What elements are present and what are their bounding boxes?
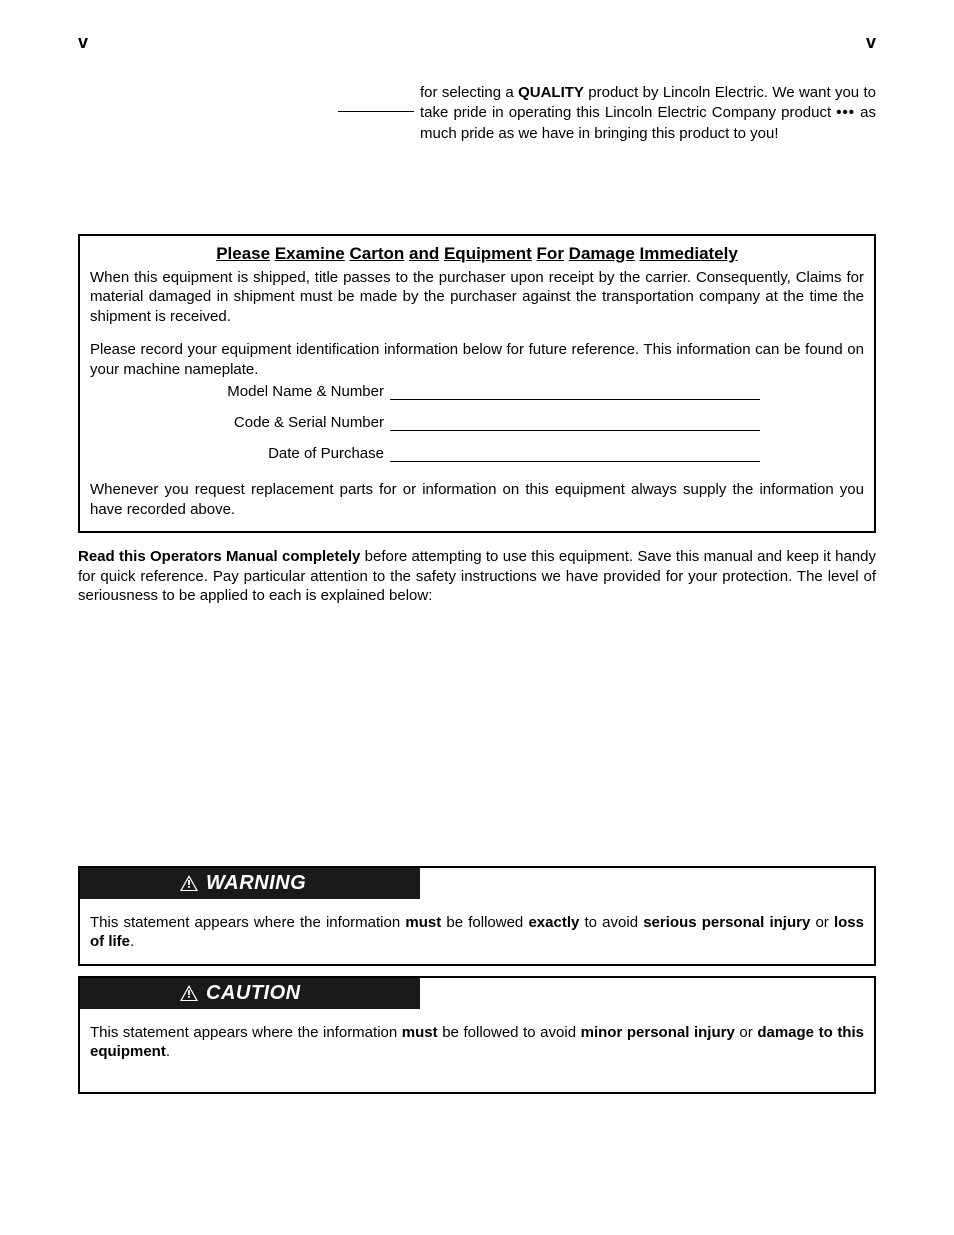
examine-box: Please Examine Carton and Equipment For … bbox=[78, 234, 876, 534]
caution-b: minor personal injury bbox=[581, 1024, 735, 1041]
warning-label: WARNING bbox=[206, 872, 306, 895]
warning-t: be followed bbox=[441, 914, 528, 931]
field-label-model: Model Name & Number bbox=[90, 383, 390, 400]
examine-p2: Please record your equipment identificat… bbox=[90, 340, 864, 379]
page-marker-left: v bbox=[78, 32, 88, 53]
caution-text: This statement appears where the informa… bbox=[90, 1023, 864, 1062]
examine-title-word: and bbox=[409, 244, 439, 263]
intro-block: for selecting a QUALITY product by Linco… bbox=[338, 83, 876, 144]
page-marker-right: v bbox=[866, 32, 876, 53]
read-bold: Read this Operators Manual completely bbox=[78, 548, 360, 565]
field-row-code: Code & Serial Number bbox=[90, 414, 864, 431]
examine-footer: Whenever you request replacement parts f… bbox=[90, 480, 864, 519]
caution-t: . bbox=[166, 1043, 170, 1060]
warning-b: serious personal injury bbox=[643, 914, 810, 931]
read-paragraph: Read this Operators Manual completely be… bbox=[78, 547, 876, 606]
field-row-model: Model Name & Number bbox=[90, 383, 864, 400]
examine-title-word: Carton bbox=[349, 244, 404, 263]
page-header: v v bbox=[78, 32, 876, 53]
examine-title-word: For bbox=[537, 244, 564, 263]
examine-title-word: Damage bbox=[569, 244, 635, 263]
field-label-date: Date of Purchase bbox=[90, 445, 390, 462]
examine-title-word: Equipment bbox=[444, 244, 532, 263]
warning-banner: WARNING bbox=[80, 868, 420, 899]
examine-title-word: Please bbox=[216, 244, 270, 263]
warning-box: WARNING This statement appears where the… bbox=[78, 866, 876, 966]
warning-t: This statement appears where the informa… bbox=[90, 914, 405, 931]
warning-triangle-icon bbox=[180, 875, 198, 891]
examine-title-word: Immediately bbox=[640, 244, 738, 263]
caution-banner: CAUTION bbox=[80, 978, 420, 1009]
examine-title-word: Examine bbox=[275, 244, 345, 263]
warning-t: or bbox=[810, 914, 834, 931]
intro-quality: QUALITY bbox=[518, 84, 584, 101]
caution-t: be followed to avoid bbox=[438, 1024, 581, 1041]
caution-t: This statement appears where the informa… bbox=[90, 1024, 402, 1041]
intro-pre: for selecting a bbox=[420, 84, 518, 101]
warning-t: . bbox=[130, 933, 134, 950]
caution-b: must bbox=[402, 1024, 438, 1041]
warning-t: to avoid bbox=[579, 914, 643, 931]
field-row-date: Date of Purchase bbox=[90, 445, 864, 462]
intro-dots: ••• bbox=[836, 104, 855, 121]
field-label-code: Code & Serial Number bbox=[90, 414, 390, 431]
caution-triangle-icon bbox=[180, 985, 198, 1001]
intro-rule bbox=[338, 111, 414, 112]
caution-t: or bbox=[735, 1024, 758, 1041]
warning-text: This statement appears where the informa… bbox=[90, 913, 864, 952]
field-line-code[interactable] bbox=[390, 417, 760, 431]
warning-b: must bbox=[405, 914, 441, 931]
field-line-model[interactable] bbox=[390, 386, 760, 400]
examine-title: Please Examine Carton and Equipment For … bbox=[90, 244, 864, 264]
caution-label: CAUTION bbox=[206, 982, 301, 1005]
examine-p1: When this equipment is shipped, title pa… bbox=[90, 268, 864, 327]
page: v v for selecting a QUALITY product by L… bbox=[0, 0, 954, 1235]
warning-b: exactly bbox=[528, 914, 579, 931]
field-line-date[interactable] bbox=[390, 448, 760, 462]
intro-text: for selecting a QUALITY product by Linco… bbox=[420, 83, 876, 144]
caution-box: CAUTION This statement appears where the… bbox=[78, 976, 876, 1094]
